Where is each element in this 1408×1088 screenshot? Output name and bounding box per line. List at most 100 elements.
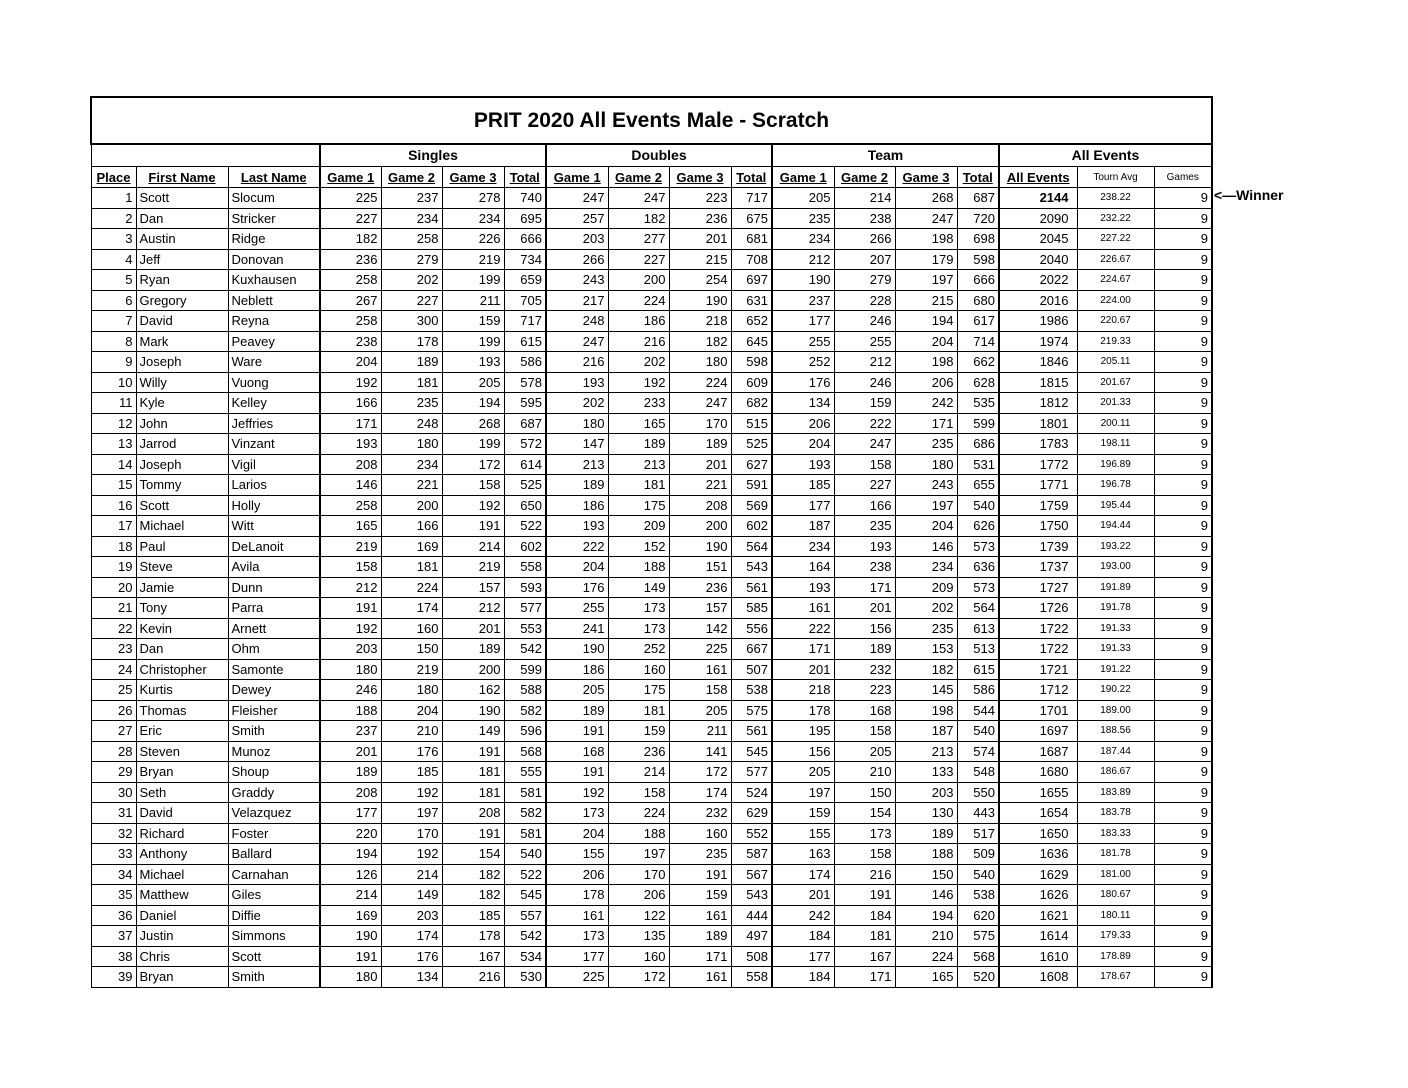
cell-doubles-game-3: 189 [668, 925, 732, 947]
cell-doubles-total: 561 [730, 720, 773, 742]
cell-last-name: Donovan [227, 248, 321, 270]
cell-doubles-game-3: 172 [668, 761, 732, 783]
cell-all-events: 1621 [998, 904, 1078, 926]
cell-doubles-game-3: 200 [668, 515, 732, 537]
cell-singles-total: 615 [503, 330, 547, 352]
cell-doubles-total: 682 [730, 392, 773, 414]
cell-doubles-game-1: 173 [545, 802, 609, 824]
cell-doubles-game-3: 158 [668, 679, 732, 701]
cell-team-game-2: 159 [833, 392, 896, 414]
table-row: 24 Christopher Samonte 180 219 200 599 186 160 16… [90, 658, 1213, 680]
cell-doubles-game-1: 241 [545, 617, 609, 639]
cell-last-name: Dewey [227, 679, 321, 701]
cell-singles-total: 705 [503, 289, 547, 311]
cell-team-game-2: 158 [833, 843, 896, 865]
table-row: 9 Joseph Ware 204 189 193 586 216 202 180 598 252 21… [90, 351, 1213, 373]
cell-team-game-3: 130 [894, 802, 958, 824]
cell-doubles-game-3: 170 [668, 412, 732, 434]
cell-doubles-game-2: 149 [607, 576, 670, 598]
cell-games: 9 [1153, 740, 1213, 762]
table-row: 7 David Reyna 258 300 159 717 248 186 218 652 177 24… [90, 310, 1213, 332]
table-row: 33 Anthony Ballard 194 192 154 540 155 197 235 587… [90, 843, 1213, 865]
cell-singles-game-3: 216 [441, 966, 505, 988]
cell-singles-game-2: 192 [380, 781, 443, 803]
cell-games: 9 [1153, 699, 1213, 721]
cell-team-game-1: 193 [771, 453, 835, 475]
cell-singles-game-2: 176 [380, 740, 443, 762]
cell-doubles-game-2: 233 [607, 392, 670, 414]
cell-singles-game-1: 208 [319, 453, 382, 475]
cell-doubles-game-1: 193 [545, 371, 609, 393]
cell-singles-game-1: 204 [319, 351, 382, 373]
cell-singles-game-3: 181 [441, 781, 505, 803]
table-row: 15 Tommy Larios 146 221 158 525 189 181 221 591 185… [90, 474, 1213, 496]
cell-place: 31 [90, 802, 137, 824]
cell-singles-game-3: 154 [441, 843, 505, 865]
cell-team-game-1: 174 [771, 863, 835, 885]
cell-singles-game-1: 165 [319, 515, 382, 537]
cell-doubles-game-2: 172 [607, 966, 670, 988]
cell-place: 7 [90, 310, 137, 332]
column-header-team-game-1: Game 1 [771, 166, 835, 188]
cell-team-game-2: 201 [833, 597, 896, 619]
group-singles: Singles [319, 143, 547, 167]
cell-doubles-game-2: 192 [607, 371, 670, 393]
table-row: 5 Ryan Kuxhausen 258 202 199 659 243 200 254 697 19… [90, 269, 1213, 291]
cell-place: 27 [90, 720, 137, 742]
cell-doubles-total: 552 [730, 822, 773, 844]
table-row: 31 David Velazquez 177 197 208 582 173 224 232 629… [90, 802, 1213, 824]
cell-singles-game-2: 185 [380, 761, 443, 783]
cell-team-total: 548 [956, 761, 1000, 783]
cell-team-game-1: 161 [771, 597, 835, 619]
cell-doubles-total: 717 [730, 187, 773, 209]
cell-team-total: 680 [956, 289, 1000, 311]
cell-doubles-game-2: 170 [607, 863, 670, 885]
cell-place: 6 [90, 289, 137, 311]
cell-doubles-total: 585 [730, 597, 773, 619]
cell-games: 9 [1153, 617, 1213, 639]
cell-singles-total: 695 [503, 207, 547, 229]
cell-doubles-game-2: 188 [607, 556, 670, 578]
cell-singles-game-3: 199 [441, 269, 505, 291]
cell-first-name: Justin [135, 925, 229, 947]
cell-singles-total: 586 [503, 351, 547, 373]
cell-team-game-2: 212 [833, 351, 896, 373]
cell-singles-game-3: 234 [441, 207, 505, 229]
cell-team-total: 636 [956, 556, 1000, 578]
cell-tourn-avg: 180.67 [1076, 884, 1155, 906]
cell-doubles-game-2: 236 [607, 740, 670, 762]
cell-games: 9 [1153, 433, 1213, 455]
cell-singles-game-2: 210 [380, 720, 443, 742]
column-header-team-total: Total [956, 166, 1000, 188]
cell-doubles-game-3: 161 [668, 904, 732, 926]
cell-all-events: 1815 [998, 371, 1078, 393]
cell-place: 14 [90, 453, 137, 475]
cell-doubles-game-3: 221 [668, 474, 732, 496]
cell-games: 9 [1153, 474, 1213, 496]
cell-team-game-1: 155 [771, 822, 835, 844]
cell-doubles-total: 538 [730, 679, 773, 701]
cell-tourn-avg: 191.33 [1076, 617, 1155, 639]
cell-singles-game-1: 177 [319, 802, 382, 824]
cell-games: 9 [1153, 269, 1213, 291]
cell-doubles-total: 524 [730, 781, 773, 803]
cell-singles-game-2: 174 [380, 925, 443, 947]
cell-all-events: 2040 [998, 248, 1078, 270]
cell-doubles-total: 629 [730, 802, 773, 824]
cell-singles-total: 522 [503, 515, 547, 537]
cell-singles-game-3: 162 [441, 679, 505, 701]
cell-singles-game-3: 194 [441, 392, 505, 414]
cell-place: 33 [90, 843, 137, 865]
cell-first-name: Richard [135, 822, 229, 844]
cell-singles-total: 557 [503, 904, 547, 926]
cell-team-game-1: 212 [771, 248, 835, 270]
cell-all-events: 1650 [998, 822, 1078, 844]
column-header-doubles-total: Total [730, 166, 773, 188]
cell-last-name: Kelley [227, 392, 321, 414]
cell-singles-game-1: 188 [319, 699, 382, 721]
cell-singles-total: 595 [503, 392, 547, 414]
cell-team-total: 686 [956, 433, 1000, 455]
cell-singles-game-1: 225 [319, 187, 382, 209]
cell-doubles-game-2: 159 [607, 720, 670, 742]
cell-team-total: 520 [956, 966, 1000, 988]
